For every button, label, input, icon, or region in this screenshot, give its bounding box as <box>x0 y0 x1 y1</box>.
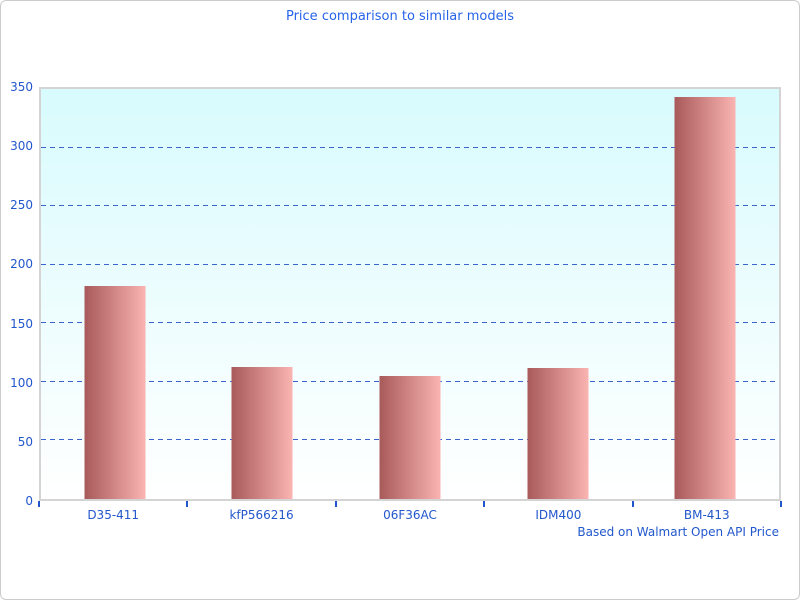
y-axis-tick-label: 250 <box>10 198 33 213</box>
y-axis-tick-label: 200 <box>10 257 33 272</box>
bar-kfP566216[interactable] <box>231 366 293 499</box>
bar-06F36AC[interactable] <box>379 376 441 499</box>
x-axis-category-label: IDM400 <box>535 508 582 522</box>
x-axis-tick <box>38 501 40 507</box>
y-axis-tick-label: 150 <box>10 316 33 331</box>
chart-title: Price comparison to similar models <box>285 9 515 24</box>
y-axis-tick-label: 50 <box>17 434 33 449</box>
gridline <box>41 205 779 207</box>
chart-footnote: Based on Walmart Open API Price <box>577 525 779 539</box>
gridline <box>41 322 779 324</box>
x-axis-category-label: kfP566216 <box>229 508 294 522</box>
y-axis-tick-label: 350 <box>10 80 33 94</box>
x-axis-category-label: BM-413 <box>683 508 730 522</box>
x-axis-category-label: D35-411 <box>87 508 140 522</box>
x-axis-tick <box>186 501 189 507</box>
gridline <box>41 146 779 148</box>
x-axis-tick <box>483 501 486 507</box>
x-axis-tick <box>631 501 634 507</box>
y-axis-tick-label: 300 <box>10 139 33 154</box>
x-axis-category-label: 06F36AC <box>383 508 437 522</box>
bar-IDM400[interactable] <box>527 367 589 499</box>
bar-D35-411[interactable] <box>84 285 146 499</box>
y-axis-tick-label: 100 <box>10 375 33 390</box>
bar-BM-413[interactable] <box>674 97 736 499</box>
plot-area <box>39 87 781 501</box>
x-axis-tick <box>780 501 782 507</box>
gridline <box>41 263 779 265</box>
y-axis-tick-label: 0 <box>25 494 33 508</box>
x-axis-tick <box>334 501 337 507</box>
